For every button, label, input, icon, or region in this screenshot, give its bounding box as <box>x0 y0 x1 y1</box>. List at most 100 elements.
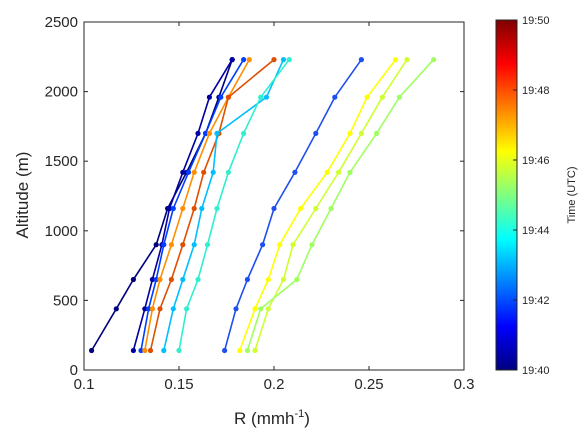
data-point <box>153 276 159 283</box>
y-tick-label: 2000 <box>45 84 78 101</box>
data-point <box>214 205 220 212</box>
series-9 <box>237 57 399 354</box>
series-3 <box>138 57 247 354</box>
data-point <box>336 169 342 175</box>
data-point <box>233 306 239 312</box>
data-point <box>347 130 353 136</box>
colorbar: 19:40 19:42 19:44 19:46 19:48 19:50 Time (UTC… <box>495 15 578 377</box>
data-point <box>185 169 192 175</box>
x-tick-label: 0.15 <box>164 376 193 393</box>
data-point <box>244 347 250 354</box>
data-point <box>149 276 155 283</box>
data-point <box>176 347 182 354</box>
data-point <box>149 306 155 312</box>
x-tick-label: 0.3 <box>454 376 475 393</box>
x-tick-label: 0.25 <box>354 376 383 393</box>
data-point <box>191 242 197 248</box>
series-11 <box>244 57 437 354</box>
data-point <box>271 57 277 63</box>
data-point <box>277 242 283 248</box>
data-point <box>246 57 252 63</box>
data-point <box>184 306 190 312</box>
data-point <box>130 347 136 354</box>
colorbar-tick-label: 19:50 <box>522 15 550 27</box>
data-point <box>170 306 176 312</box>
data-point <box>258 306 264 312</box>
data-point <box>206 130 212 136</box>
data-point <box>199 205 205 212</box>
data-point <box>146 306 152 312</box>
data-point <box>294 276 300 283</box>
data-point <box>374 130 380 136</box>
data-point <box>229 57 235 63</box>
data-point <box>203 130 209 136</box>
x-tick-label: 0.1 <box>74 376 95 393</box>
data-point <box>195 130 201 136</box>
data-point <box>210 169 216 175</box>
data-point <box>280 276 287 283</box>
data-point <box>225 169 231 175</box>
data-point <box>214 130 220 136</box>
colorbar-tick-label: 19:40 <box>522 365 550 377</box>
data-point <box>258 94 264 100</box>
data-point <box>324 169 330 175</box>
data-point <box>404 57 410 63</box>
data-point <box>206 94 212 100</box>
data-point <box>168 242 174 248</box>
data-point <box>298 205 304 212</box>
y-axis-title: Altitude (m) <box>13 152 32 239</box>
data-point <box>222 347 228 354</box>
data-point <box>358 130 364 136</box>
data-point <box>332 94 338 100</box>
data-point <box>328 205 334 212</box>
x-tick-label: 0.2 <box>264 376 285 393</box>
colorbar-tick-label: 19:48 <box>522 85 550 97</box>
data-point <box>225 94 231 100</box>
colorbar-tick-label: 19:44 <box>522 225 550 237</box>
data-point <box>358 57 364 63</box>
data-point <box>347 169 353 175</box>
data-point <box>313 205 319 212</box>
data-point <box>309 242 315 248</box>
data-point <box>252 347 258 354</box>
data-point <box>157 276 163 283</box>
data-point <box>180 205 186 212</box>
data-point <box>292 169 298 175</box>
data-point <box>161 347 167 354</box>
data-point <box>237 347 243 354</box>
data-point <box>204 242 211 248</box>
data-point <box>195 276 201 283</box>
data-point <box>113 306 119 312</box>
data-point <box>138 347 144 354</box>
x-axis-title: R (mmh-1) <box>234 408 310 428</box>
data-point <box>244 276 250 283</box>
data-point <box>180 169 186 175</box>
data-point <box>191 169 197 175</box>
data-point <box>280 57 287 63</box>
colorbar-gradient <box>495 19 518 371</box>
series-7 <box>176 57 292 354</box>
data-point <box>286 57 292 63</box>
data-point <box>263 94 269 100</box>
data-point <box>396 94 402 100</box>
plot-background <box>84 22 464 370</box>
data-point <box>168 276 174 283</box>
data-point <box>379 94 385 100</box>
data-point <box>201 169 207 175</box>
data-point <box>180 242 186 248</box>
colorbar-ticks: 19:40 19:42 19:44 19:46 19:48 19:50 <box>513 15 550 377</box>
data-point <box>393 57 399 63</box>
data-point <box>180 276 186 283</box>
series-5 <box>147 57 277 354</box>
data-point <box>271 205 277 212</box>
data-point <box>241 130 247 136</box>
y-tick-label: 1500 <box>45 153 78 170</box>
data-point <box>260 242 266 248</box>
data-point <box>218 94 224 100</box>
data-point <box>142 306 148 312</box>
data-point <box>89 347 95 354</box>
data-point <box>241 57 247 63</box>
colorbar-tick-label: 19:42 <box>522 295 550 307</box>
data-point <box>142 347 148 354</box>
data-point <box>252 306 258 312</box>
